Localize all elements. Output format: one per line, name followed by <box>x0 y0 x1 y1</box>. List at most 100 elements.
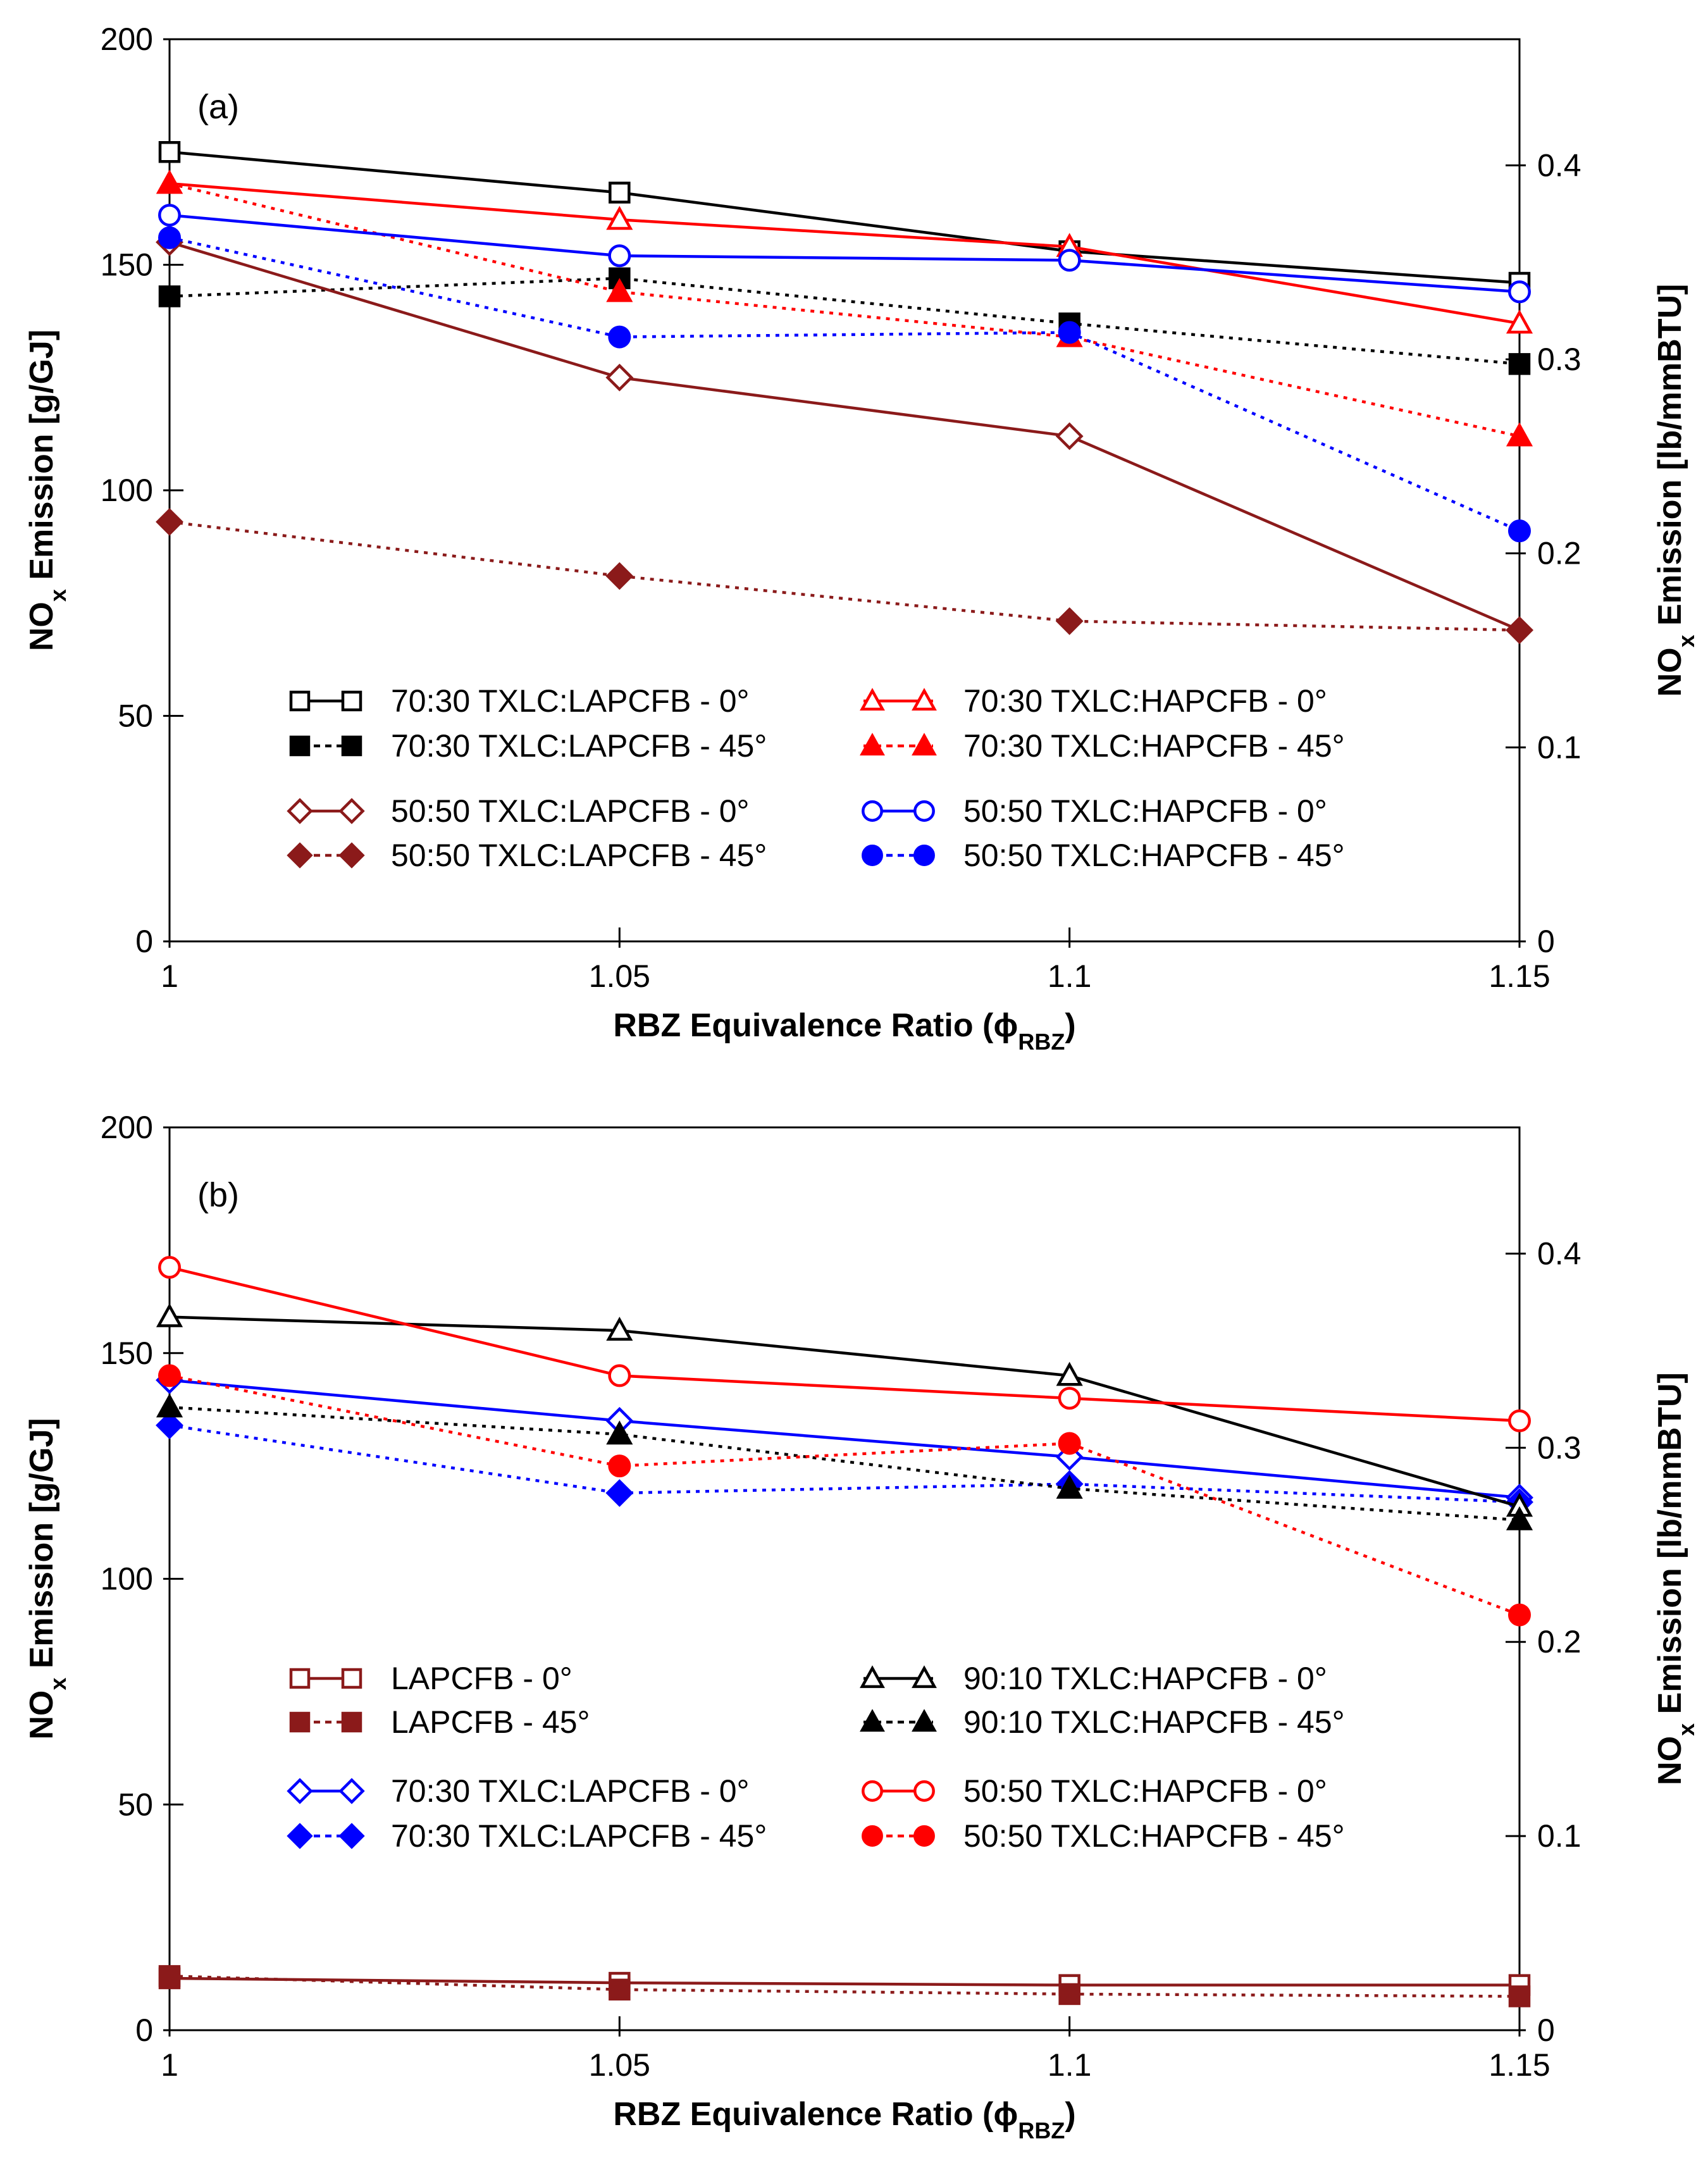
panel-b-data-point <box>609 1978 631 2001</box>
panel-a-xtick-label: 1.15 <box>1488 958 1550 994</box>
panel-a-ytick-label: 150 <box>101 247 153 283</box>
panel-b-legend-entry: 50:50 TXLC:HAPCFB - 45° <box>862 1818 1345 1854</box>
panel-b-legend-marker <box>289 1668 311 1689</box>
panel-b-data-point <box>1508 1409 1531 1432</box>
panel-a-xtick-label: 1 <box>161 958 178 994</box>
panel-b-data-point <box>1058 1387 1081 1410</box>
panel-a-series-line <box>169 240 1520 632</box>
panel-a-legend-marker <box>338 842 365 869</box>
panel-a-data-point <box>158 226 181 249</box>
panel-a-xtick-label: 1.05 <box>589 958 650 994</box>
panel-a-series-line <box>169 236 1520 533</box>
panel-b-legend-entry: LAPCFB - 45° <box>289 1704 590 1740</box>
panel-a-data-point <box>158 141 181 163</box>
panel-a-ytick-label: 50 <box>118 698 153 734</box>
panel-a-legend-marker <box>913 800 935 822</box>
panel-a-legend-label: 50:50 TXLC:HAPCFB - 45° <box>963 838 1345 873</box>
panel-b-series-2 <box>156 1366 1533 1512</box>
panel-b-data-point <box>1056 1474 1083 1499</box>
panel-b-legend-marker <box>287 1778 313 1804</box>
panel-a-legend-marker <box>860 688 885 711</box>
panel-a-series-line <box>169 182 1520 438</box>
panel-a-data-point <box>605 562 634 590</box>
panel-b-y2tick-label: 0.1 <box>1537 1818 1581 1854</box>
panel-a-legend-marker <box>912 733 937 756</box>
panel-b-series-line <box>169 1265 1520 1423</box>
panel-a-series-5 <box>156 170 1533 447</box>
panel-b-data-point <box>158 1965 181 1987</box>
panel-a-legend-marker <box>912 688 937 711</box>
panel-a-y2tick-label: 0.4 <box>1537 147 1581 183</box>
panel-a-data-point <box>1508 353 1531 375</box>
panel-a-data-point <box>156 507 183 536</box>
panel-b-chart: 0 50 100 150 200 0 0.1 0.2 0.3 0.4 1 1.05 1.1 1.15 (b)… <box>23 1110 1699 2143</box>
panel-b-series-line <box>169 1975 1520 1998</box>
panel-a-legend-marker <box>287 842 313 869</box>
panel-b-legend-label: 50:50 TXLC:HAPCFB - 45° <box>963 1818 1345 1854</box>
panel-a-y2label: NOx Emission [lb/mmBTU] <box>1652 284 1699 697</box>
panel-b-legend-marker <box>860 1665 885 1689</box>
panel-a-y2tick-label: 0 <box>1537 924 1555 959</box>
panel-b-data-point <box>1508 1603 1531 1627</box>
panel-a-data-point <box>1506 309 1533 334</box>
panel-b-legend-entry: 70:30 TXLC:LAPCFB - 0° <box>287 1773 750 1809</box>
panel-a-xlabel: RBZ Equivalence Ratio (ϕRBZ) <box>613 1007 1075 1055</box>
panel-b-xlabel: RBZ Equivalence Ratio (ϕRBZ) <box>613 2096 1075 2143</box>
panel-b-ytick-label: 100 <box>101 1561 153 1597</box>
panel-a-legend-marker <box>862 800 883 822</box>
panel-b-y2tick-label: 0.4 <box>1537 1236 1581 1271</box>
panel-a-series-0 <box>158 141 1531 294</box>
panel-a-legend-entry: 70:30 TXLC:HAPCFB - 45° <box>860 728 1345 764</box>
panel-a-data-point <box>1506 616 1533 644</box>
panel-b-y2label: NOx Emission [lb/mmBTU] <box>1652 1372 1699 1785</box>
panel-b-legend-marker <box>287 1823 313 1849</box>
panel-b-ylabel: NOx Emission [g/GJ] <box>23 1418 71 1739</box>
panel-b-legend-marker <box>862 1825 883 1847</box>
panel-a-legend-marker <box>289 690 311 712</box>
panel-b-data-point <box>1058 1983 1080 2006</box>
panel-b-legend-entry: 70:30 TXLC:LAPCFB - 45° <box>287 1818 767 1854</box>
panel-b-legend-marker <box>913 1780 935 1802</box>
panel-b-series-1 <box>158 1965 1531 2007</box>
panel-a-data-point <box>156 170 183 194</box>
panel-a-series-2 <box>156 228 1533 644</box>
panel-b-xtick-label: 1.1 <box>1048 2047 1092 2083</box>
panel-b-legend-marker <box>289 1711 311 1733</box>
panel-b-series-7 <box>158 1364 1531 1627</box>
panel-b-legend-label: LAPCFB - 45° <box>391 1704 590 1740</box>
panel-a-data-point <box>608 244 631 268</box>
panel-b-legend-label: 90:10 TXLC:HAPCFB - 0° <box>963 1661 1327 1696</box>
panel-a-data-point <box>1508 519 1531 543</box>
panel-a-data-point <box>1508 280 1531 304</box>
panel-a-ytick-label: 0 <box>135 924 153 959</box>
panel-b-series-line <box>169 1379 1520 1499</box>
panel-b-data-point <box>1506 1506 1533 1530</box>
panel-b-data-point <box>608 1364 631 1387</box>
panel-b-legend-marker <box>913 1825 935 1847</box>
panel-b-series-5 <box>156 1393 1533 1530</box>
panel-a-legend-marker <box>341 735 362 757</box>
panel-b-legend-label: 50:50 TXLC:HAPCFB - 0° <box>963 1773 1327 1809</box>
panel-b-ytick-label: 150 <box>101 1336 153 1371</box>
panel-a-data-point <box>1058 249 1081 272</box>
panel-b-legend-marker <box>338 1778 365 1804</box>
panel-a-ylabel: NOx Emission [g/GJ] <box>23 330 71 651</box>
panel-a-legend-marker <box>338 798 365 824</box>
panel-b-series-line <box>169 1976 1519 1987</box>
panel-b-legend-label: 70:30 TXLC:LAPCFB - 0° <box>391 1773 750 1809</box>
panel-a-legend-entry: 70:30 TXLC:HAPCFB - 0° <box>860 683 1327 719</box>
panel-b-legend-label: 70:30 TXLC:LAPCFB - 45° <box>391 1818 767 1854</box>
panel-a-legend-marker <box>913 845 935 866</box>
panel-a-y2tick-label: 0.1 <box>1537 729 1581 765</box>
panel-b-series-6 <box>158 1256 1531 1432</box>
panel-b-legend-marker <box>862 1780 883 1802</box>
panel-b-legend-marker <box>860 1709 885 1732</box>
panel-b-xtick-label: 1.15 <box>1488 2047 1550 2083</box>
panel-a-legend-marker <box>289 735 311 757</box>
panel-a-series-line <box>169 182 1520 325</box>
panel-b-legend-entry: 90:10 TXLC:HAPCFB - 45° <box>860 1704 1345 1740</box>
panel-a-legend-entry: 50:50 TXLC:LAPCFB - 0° <box>287 793 750 829</box>
panel-b-legend-label: 90:10 TXLC:HAPCFB - 45° <box>963 1704 1345 1740</box>
panel-a-series-6 <box>158 204 1531 304</box>
